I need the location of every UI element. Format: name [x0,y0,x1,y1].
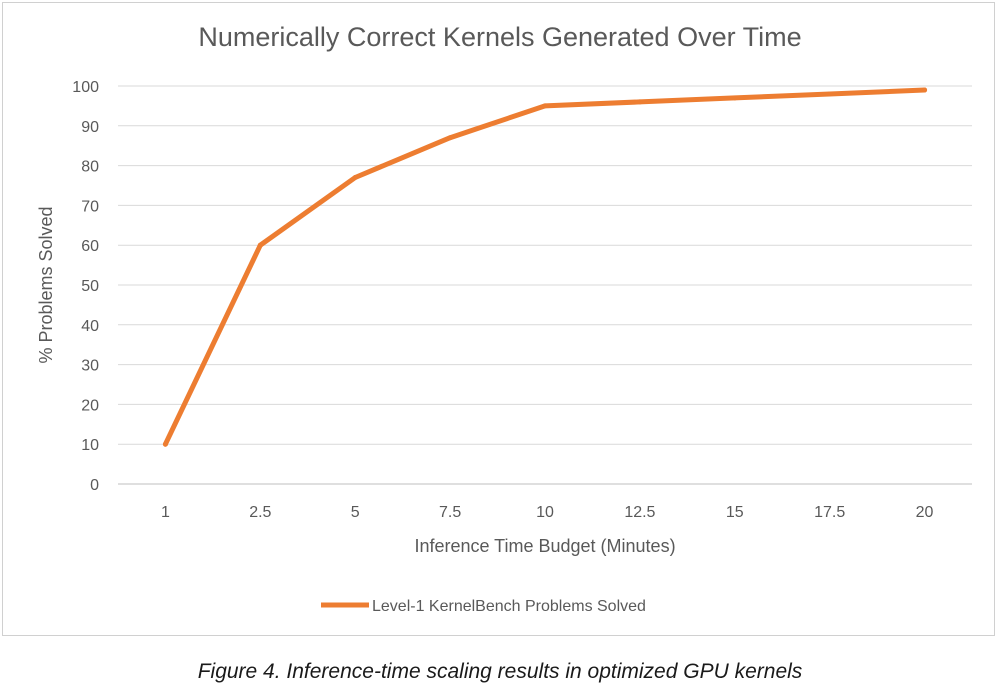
x-axis-ticks: 1 2.5 5 7.5 10 12.5 15 17.5 20 [161,504,934,521]
y-tick-label: 100 [72,79,99,96]
x-tick-label: 10 [536,504,554,521]
legend-label: Level-1 KernelBench Problems Solved [372,598,646,615]
y-tick-label: 50 [81,278,99,295]
data-point [732,95,738,101]
x-tick-label: 5 [351,504,360,521]
data-point [352,175,358,181]
y-tick-label: 0 [90,477,99,494]
gridlines [118,85,972,485]
x-axis-label: Inference Time Budget (Minutes) [414,536,675,556]
x-tick-label: 7.5 [439,504,461,521]
x-tick-label: 20 [916,504,934,521]
chart-title: Numerically Correct Kernels Generated Ov… [198,22,801,52]
y-tick-label: 70 [81,198,99,215]
series-line [162,87,928,447]
y-axis-label: % Problems Solved [36,206,56,363]
data-point [162,441,168,447]
legend: Level-1 KernelBench Problems Solved [321,598,646,615]
y-tick-label: 60 [81,238,99,255]
data-point [257,242,263,248]
x-tick-label: 17.5 [814,504,845,521]
line-chart: Numerically Correct Kernels Generated Ov… [36,22,972,615]
y-tick-label: 90 [81,119,99,136]
data-point [637,99,643,105]
data-point [447,135,453,141]
data-point [922,87,928,93]
x-tick-label: 1 [161,504,170,521]
data-point [827,91,833,97]
x-tick-label: 12.5 [624,504,655,521]
figure-caption: Figure 4. Inference-time scaling results… [197,660,803,683]
y-tick-label: 80 [81,159,99,176]
x-tick-label: 2.5 [249,504,271,521]
chart-area [2,2,995,636]
y-tick-label: 20 [81,397,99,414]
y-tick-label: 10 [81,437,99,454]
y-axis-ticks: 0 10 20 30 40 50 60 70 80 90 100 [72,79,99,494]
y-tick-label: 30 [81,358,99,375]
data-point [542,103,548,109]
series-layer [162,87,928,447]
x-tick-label: 15 [726,504,744,521]
y-tick-label: 40 [81,318,99,335]
